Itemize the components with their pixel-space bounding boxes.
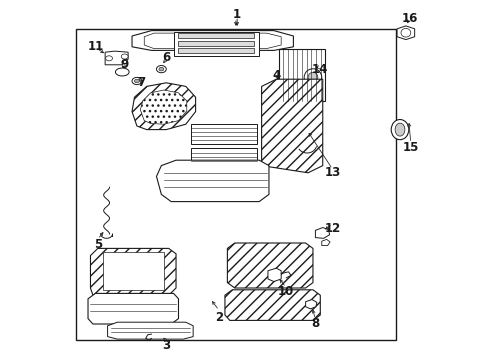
Polygon shape (227, 243, 312, 288)
Text: 13: 13 (324, 166, 340, 179)
Bar (76, 29, 395, 340)
Text: 15: 15 (402, 141, 418, 154)
Polygon shape (178, 41, 254, 46)
Ellipse shape (394, 123, 404, 136)
Ellipse shape (159, 67, 163, 71)
Polygon shape (144, 33, 281, 49)
Polygon shape (261, 79, 322, 173)
Polygon shape (321, 239, 329, 246)
Text: 10: 10 (277, 285, 294, 298)
Polygon shape (102, 252, 163, 290)
Text: 9: 9 (121, 58, 128, 71)
Text: 8: 8 (311, 317, 319, 330)
Polygon shape (173, 32, 259, 56)
Text: 2: 2 (215, 311, 223, 324)
Polygon shape (132, 31, 293, 50)
Text: 16: 16 (401, 12, 417, 24)
Ellipse shape (132, 77, 142, 85)
Text: 4: 4 (272, 69, 280, 82)
Polygon shape (90, 248, 176, 295)
Text: 7: 7 (138, 76, 145, 89)
Text: 3: 3 (162, 339, 170, 352)
Ellipse shape (134, 79, 139, 83)
Polygon shape (267, 268, 281, 282)
Polygon shape (107, 322, 193, 339)
Polygon shape (178, 48, 254, 53)
Text: 12: 12 (324, 222, 340, 235)
Polygon shape (178, 33, 254, 38)
Polygon shape (105, 51, 128, 65)
Polygon shape (305, 300, 316, 309)
Ellipse shape (400, 28, 410, 37)
Polygon shape (140, 90, 186, 124)
Polygon shape (132, 83, 195, 130)
Ellipse shape (304, 69, 321, 86)
Ellipse shape (390, 120, 408, 140)
Polygon shape (315, 228, 329, 238)
Text: 11: 11 (87, 40, 103, 53)
Ellipse shape (156, 66, 166, 73)
Polygon shape (88, 293, 178, 324)
Polygon shape (156, 160, 268, 202)
Text: 14: 14 (311, 63, 328, 76)
Text: 6: 6 (162, 51, 170, 64)
Ellipse shape (115, 68, 129, 76)
Bar (278, 49, 325, 101)
Text: 1: 1 (233, 8, 241, 21)
Ellipse shape (300, 130, 313, 144)
Ellipse shape (307, 72, 317, 82)
Bar (190, 124, 256, 144)
Ellipse shape (121, 54, 128, 59)
Polygon shape (224, 290, 320, 320)
Ellipse shape (105, 56, 112, 61)
Polygon shape (396, 26, 414, 40)
Bar (190, 148, 256, 166)
Text: 5: 5 (94, 238, 102, 251)
